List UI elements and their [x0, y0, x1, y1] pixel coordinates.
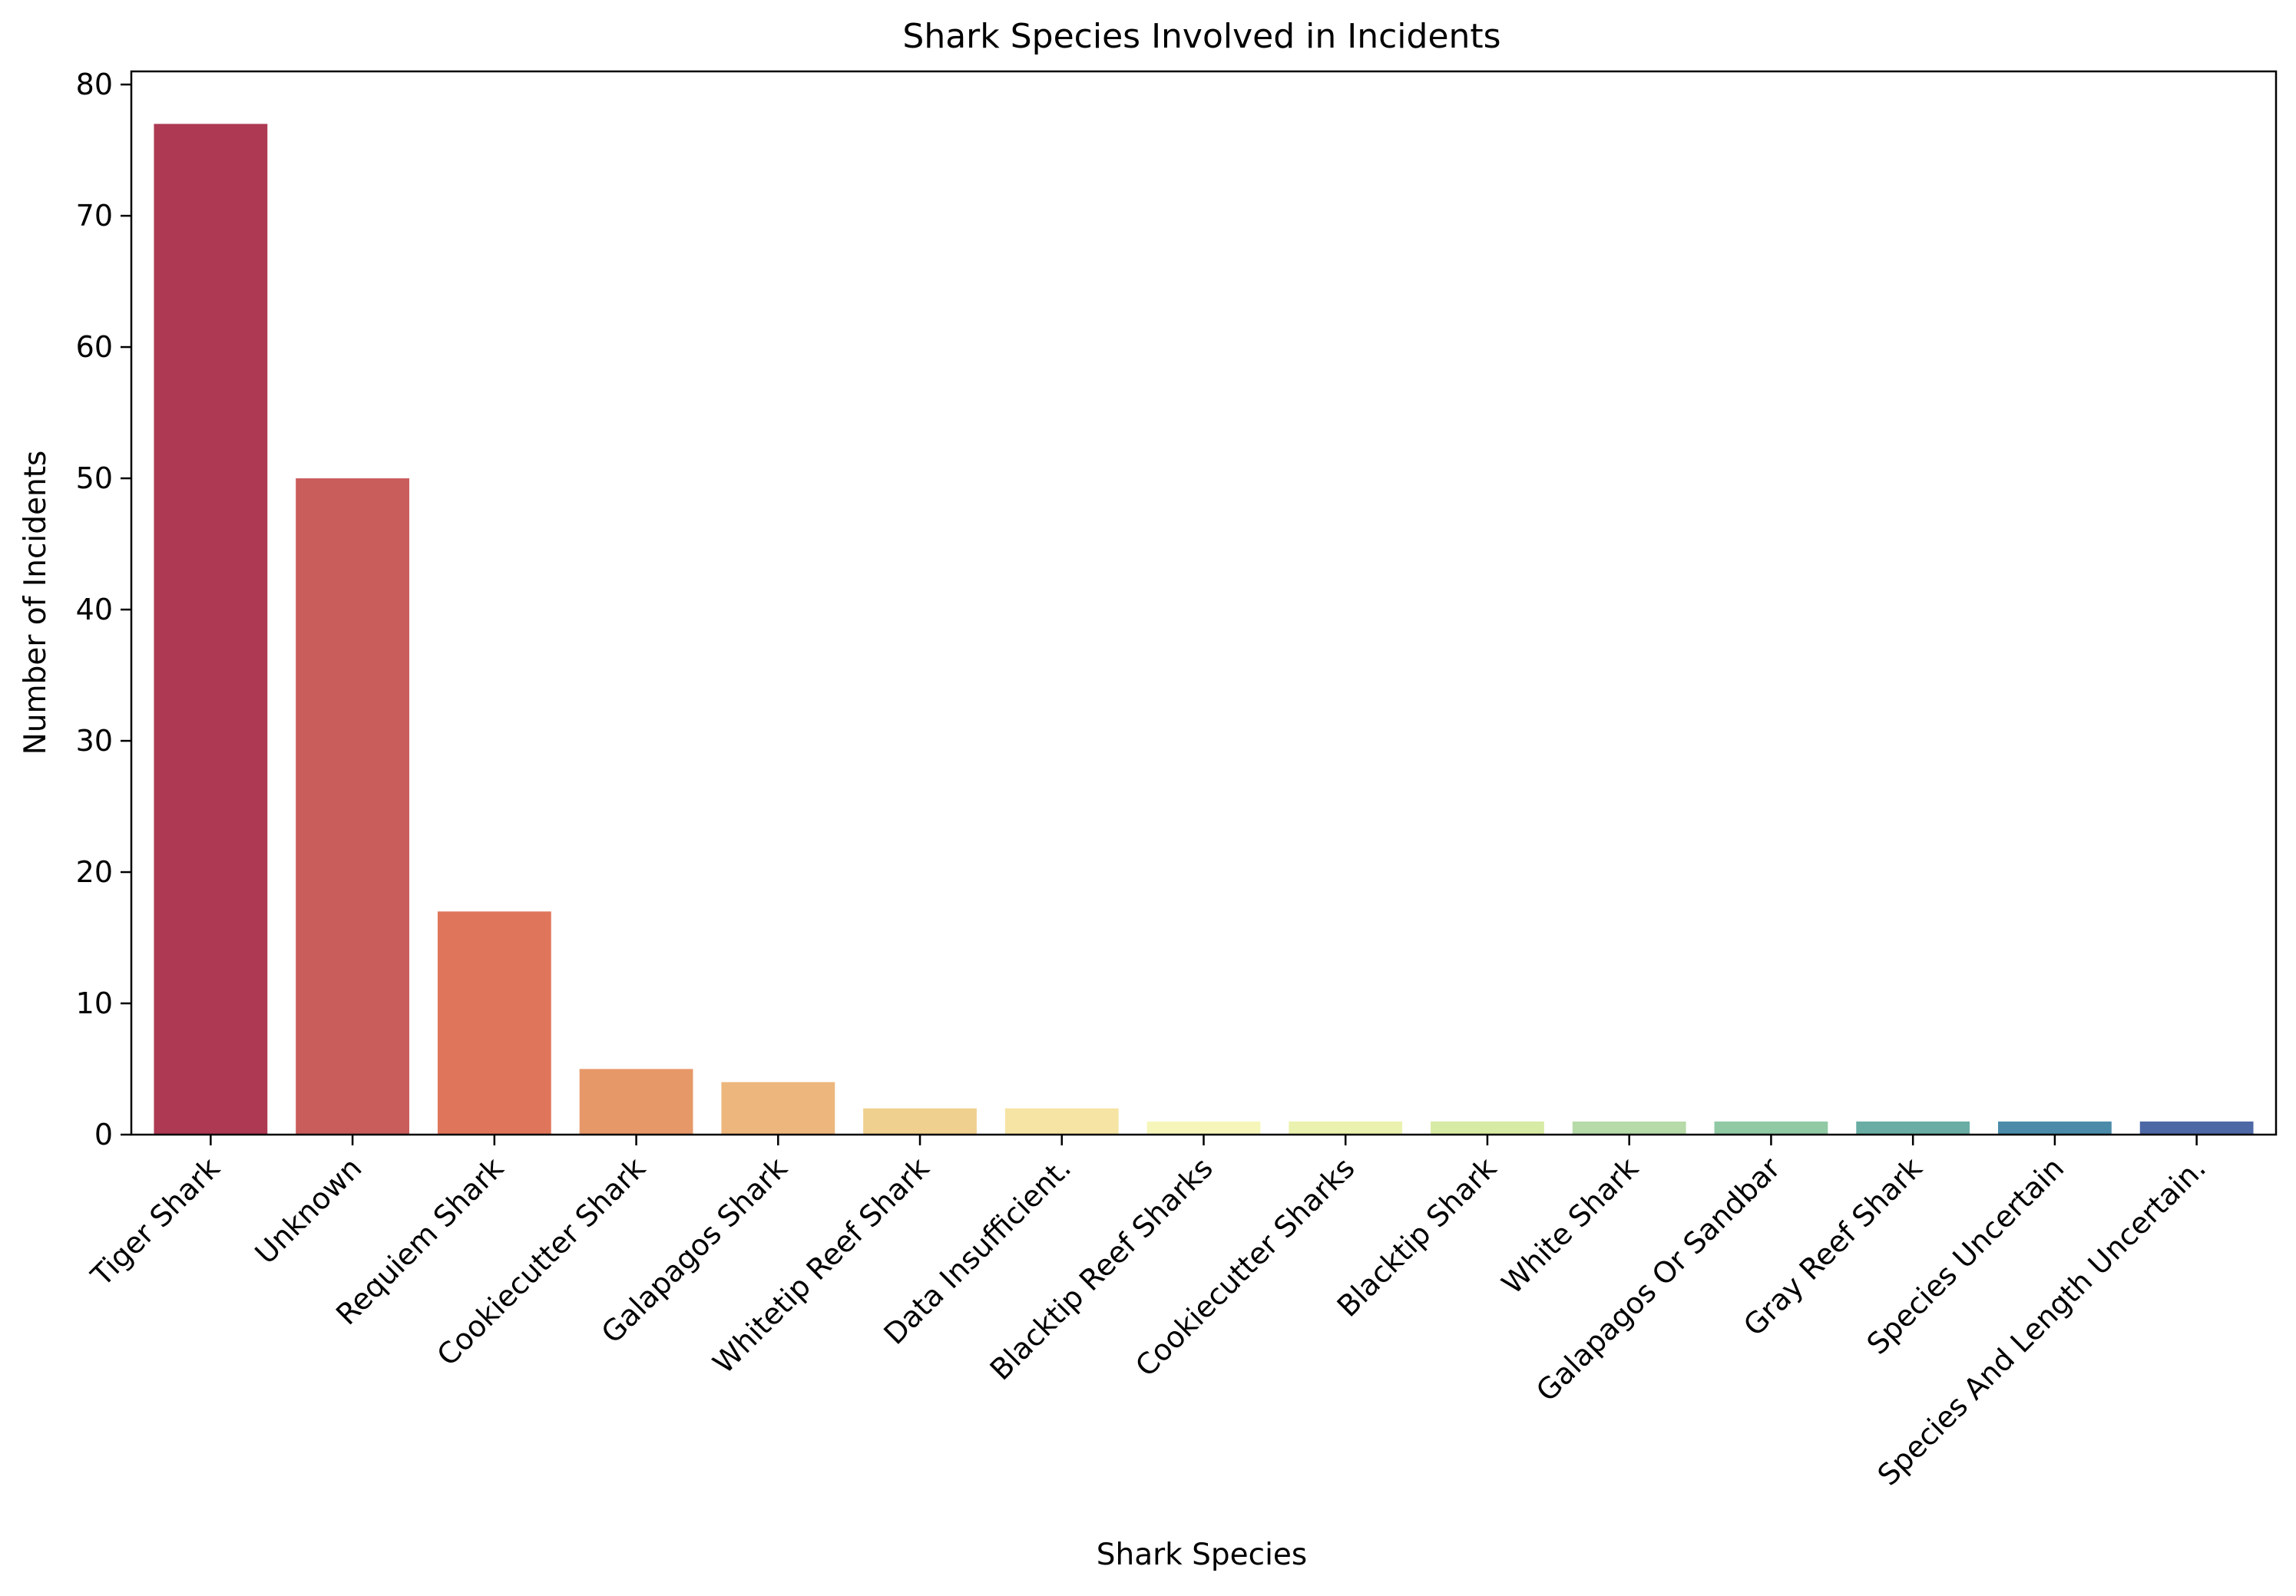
bars-group [154, 124, 2254, 1135]
bar [296, 478, 409, 1135]
bar [1998, 1121, 2112, 1135]
y-tick-label: 10 [76, 986, 113, 1020]
y-tick-label: 50 [76, 461, 113, 495]
y-axis: 0 10 20 30 40 50 60 70 80 [76, 68, 131, 1152]
bar [1856, 1121, 1970, 1135]
bar [1004, 1108, 1119, 1135]
y-tick-label: 40 [76, 593, 113, 626]
x-tick-label: Tiger Shark [84, 1151, 227, 1293]
x-axis-label: Shark Species [1097, 1538, 1308, 1572]
x-tick-label: White Shark [1495, 1151, 1645, 1300]
x-tick-label: Unknown [249, 1151, 369, 1271]
y-tick-label: 80 [76, 68, 113, 101]
bar [1572, 1121, 1686, 1135]
bar [154, 124, 268, 1135]
y-tick-label: 70 [76, 199, 113, 233]
y-tick-label: 0 [94, 1118, 113, 1152]
y-tick-label: 60 [76, 330, 113, 364]
bar [1146, 1121, 1261, 1135]
bar [1289, 1121, 1403, 1135]
bar [2139, 1121, 2254, 1135]
x-tick-label: Galapagos Or Sandbar [1530, 1151, 1787, 1408]
plot-frame [130, 70, 2278, 1136]
y-axis-label: Number of Incidents [18, 451, 53, 755]
bar [1431, 1121, 1544, 1135]
bar [721, 1082, 835, 1135]
chart-title: Shark Species Involved in Incidents [902, 17, 1500, 56]
bar [1714, 1121, 1828, 1135]
bar [579, 1069, 693, 1135]
bar [863, 1108, 977, 1135]
bar [437, 911, 551, 1135]
y-tick-label: 30 [76, 724, 113, 758]
y-tick-label: 20 [76, 855, 113, 889]
